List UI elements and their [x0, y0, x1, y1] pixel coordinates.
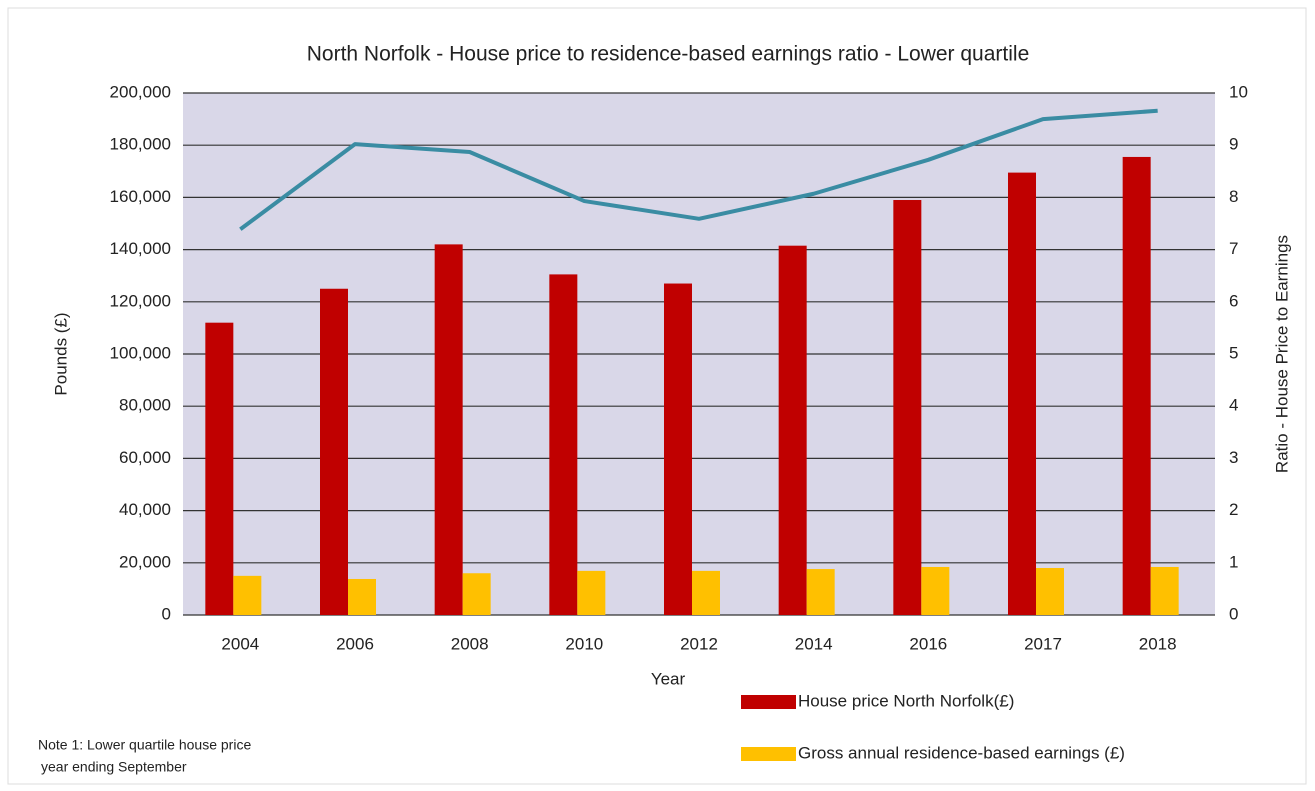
chart-title: North Norfolk - House price to residence…	[307, 43, 1030, 66]
bar	[1008, 172, 1036, 616]
note: Note 1: Lower quartile house price	[38, 737, 251, 753]
y2-tick-label: 6	[1229, 291, 1238, 310]
y-tick-label: 180,000	[110, 135, 171, 154]
x-tick-label: 2008	[451, 634, 489, 653]
y-tick-label: 80,000	[119, 396, 171, 415]
y2-tick-label: 9	[1229, 135, 1238, 154]
y2-tick-label: 4	[1229, 396, 1238, 415]
y2-axis-label: Ratio - House Price to Earnings	[1272, 235, 1291, 473]
y-tick-label: 20,000	[119, 552, 171, 571]
y2-tick-label: 1	[1229, 552, 1238, 571]
bar	[664, 283, 692, 615]
legend-label: House price North Norfolk(£)	[798, 691, 1014, 710]
legend-swatch	[741, 695, 796, 709]
bar	[462, 573, 491, 615]
y2-tick-label: 5	[1229, 343, 1238, 362]
y2-tick-label: 0	[1229, 604, 1238, 623]
bar	[778, 245, 807, 615]
y-tick-label: 0	[162, 604, 171, 623]
y-tick-label: 100,000	[110, 343, 171, 362]
legend-swatch	[741, 747, 796, 761]
bar	[577, 570, 606, 615]
y2-tick-label: 2	[1229, 500, 1238, 519]
bar	[348, 578, 376, 615]
y-tick-label: 160,000	[110, 187, 171, 206]
note: year ending September	[41, 759, 187, 775]
bar	[806, 569, 835, 615]
bar	[1150, 566, 1179, 615]
bar	[692, 570, 720, 615]
x-tick-label: 2017	[1024, 634, 1062, 653]
y-tick-label: 140,000	[110, 239, 171, 258]
bar	[893, 200, 922, 615]
y2-tick-label: 10	[1229, 82, 1248, 101]
bar	[320, 288, 348, 615]
y2-tick-label: 8	[1229, 187, 1238, 206]
x-tick-label: 2016	[909, 634, 947, 653]
y-tick-label: 60,000	[119, 448, 171, 467]
y2-tick-label: 7	[1229, 239, 1238, 258]
x-tick-label: 2010	[565, 634, 603, 653]
x-tick-label: 2006	[336, 634, 374, 653]
y-tick-label: 200,000	[110, 82, 171, 101]
bar	[434, 244, 463, 615]
bar	[205, 322, 234, 615]
x-tick-label: 2012	[680, 634, 718, 653]
bar	[233, 575, 262, 615]
x-tick-label: 2004	[221, 634, 259, 653]
y-tick-label: 40,000	[119, 500, 171, 519]
y-axis-label: Pounds (£)	[51, 312, 70, 395]
y2-tick-label: 3	[1229, 448, 1238, 467]
y-tick-label: 120,000	[110, 291, 171, 310]
legend-label: Gross annual residence-based earnings (£…	[798, 743, 1125, 762]
bar	[549, 274, 578, 615]
line	[239, 108, 1158, 231]
x-tick-label: 2014	[795, 634, 833, 653]
x-tick-label: 2018	[1139, 634, 1177, 653]
x-axis-label: Year	[651, 669, 686, 688]
bar	[921, 566, 950, 615]
bar	[1036, 568, 1064, 615]
bar	[1122, 156, 1151, 615]
